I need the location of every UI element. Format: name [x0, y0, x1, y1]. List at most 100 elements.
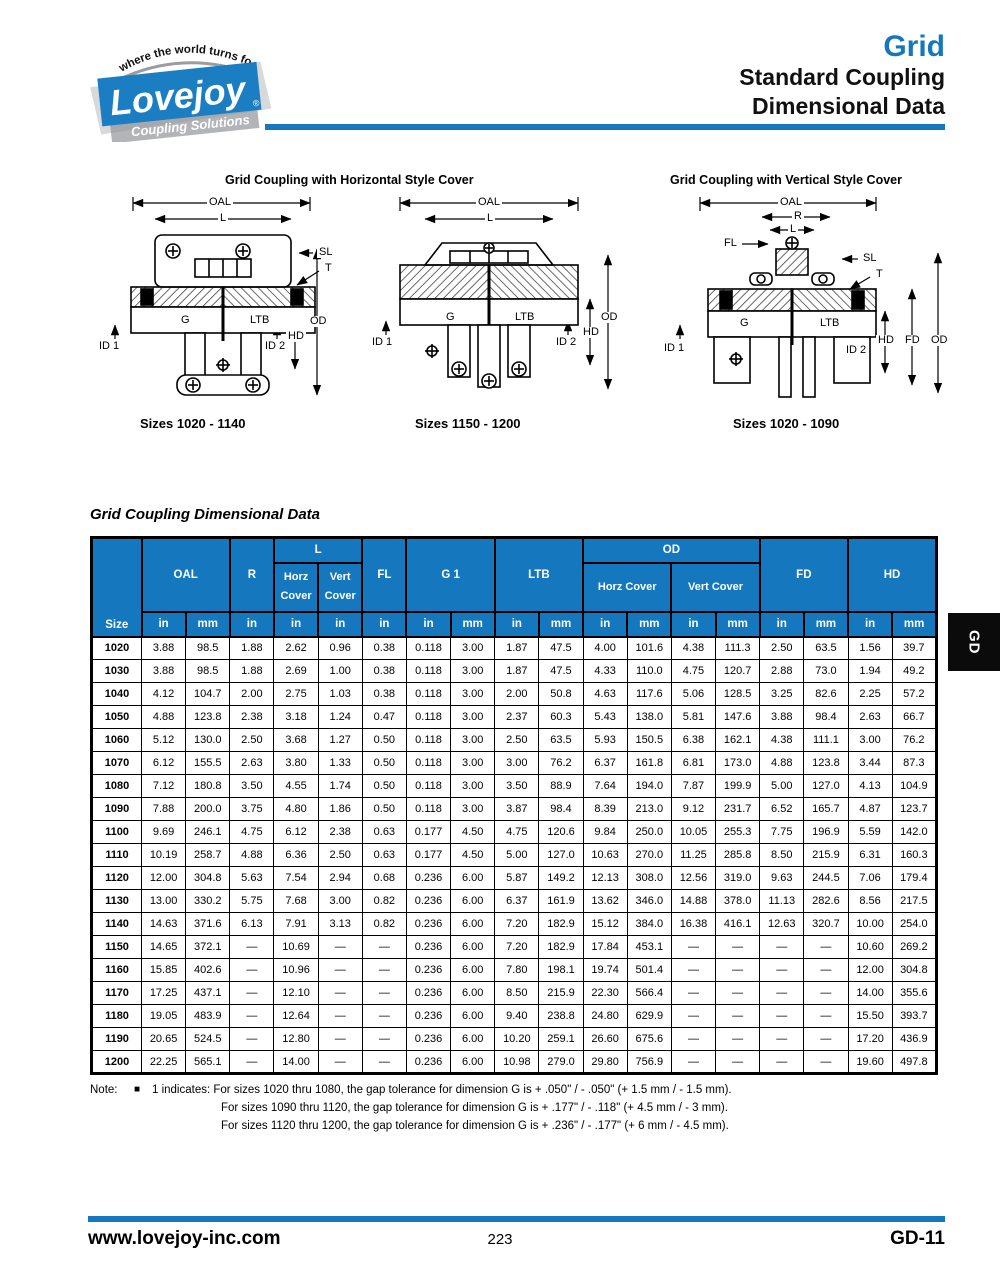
value-cell: 0.118 [405, 705, 452, 729]
value-cell: 3.68 [273, 728, 319, 752]
value-cell: — [317, 981, 363, 1005]
value-cell: 199.9 [715, 774, 761, 798]
size-cell: 1180 [91, 1004, 142, 1028]
value-cell: 250.0 [626, 820, 672, 844]
value-cell: 138.0 [626, 705, 672, 729]
value-cell: 98.5 [185, 636, 231, 660]
diagram-horizontal-cover: OAL L SL T G LTB ID 1 ID 2 HD OD [95, 193, 355, 411]
value-cell: 7.87 [670, 774, 717, 798]
value-cell: 6.52 [759, 797, 805, 821]
size-cell: 1060 [91, 728, 142, 752]
dim-label-fd: FD [903, 334, 922, 346]
value-cell: 5.00 [759, 774, 805, 798]
value-cell: 76.2 [891, 728, 938, 752]
value-cell: 4.38 [759, 728, 805, 752]
value-cell: 7.91 [273, 912, 319, 936]
value-cell: 304.8 [185, 866, 231, 890]
value-cell: 0.63 [361, 820, 407, 844]
column-header: mm [802, 610, 850, 638]
value-cell: — [803, 1050, 849, 1074]
value-cell: 346.0 [626, 889, 672, 913]
note-line-1: 1 indicates: For sizes 1020 thru 1080, t… [152, 1084, 732, 1096]
value-cell: 246.1 [185, 820, 231, 844]
value-cell: 6.00 [450, 981, 496, 1005]
value-cell: 14.00 [847, 981, 893, 1005]
value-cell: 6.36 [273, 843, 319, 867]
value-cell: 384.0 [626, 912, 672, 936]
dimensional-table-wrap: Size OAL R L FL G 1 LTB OD FD HD Horz Cover Vert Co… [90, 536, 938, 1075]
value-cell: 60.3 [538, 705, 584, 729]
size-cell: 1110 [91, 843, 142, 867]
diagram-vertical-cover: OAL R L FL SL T G LTB ID 1 ID 2 HD FD OD [650, 193, 950, 411]
page-subtitle: Dimensional Data [752, 93, 945, 120]
value-cell: 416.1 [715, 912, 761, 936]
value-cell: 160.3 [891, 843, 938, 867]
value-cell: 13.00 [140, 889, 187, 913]
value-cell: 4.75 [229, 820, 275, 844]
value-cell: 0.118 [405, 682, 452, 706]
value-cell: 3.00 [450, 774, 496, 798]
value-cell: 2.62 [273, 636, 319, 660]
value-cell: 98.4 [803, 705, 849, 729]
column-header: Horz Cover [582, 561, 673, 613]
value-cell: 1.24 [317, 705, 363, 729]
value-cell: 3.00 [450, 636, 496, 660]
dim-label-ltb: LTB [513, 311, 537, 323]
value-cell: 4.88 [229, 843, 275, 867]
value-cell: — [715, 958, 761, 982]
value-cell: 7.88 [140, 797, 187, 821]
value-cell: 150.5 [626, 728, 672, 752]
value-cell: 57.2 [891, 682, 938, 706]
value-cell: 0.236 [405, 981, 452, 1005]
value-cell: — [670, 935, 717, 959]
value-cell: 6.81 [670, 751, 717, 775]
value-cell: 111.3 [715, 636, 761, 660]
value-cell: 2.37 [494, 705, 540, 729]
value-cell: 12.10 [273, 981, 319, 1005]
table-row: 1050 4.88 123.8 2.38 3.18 1.24 0.47 0.118 3.00 2.… [91, 705, 938, 729]
value-cell: 6.00 [450, 1027, 496, 1051]
value-cell: 2.50 [229, 728, 275, 752]
size-cell: 1020 [91, 636, 142, 660]
value-cell: 88.9 [538, 774, 584, 798]
value-cell: — [759, 981, 805, 1005]
dim-label-g: G [444, 311, 457, 323]
value-cell: 0.63 [361, 843, 407, 867]
size-cell: 1100 [91, 820, 142, 844]
value-cell: 6.31 [847, 843, 893, 867]
column-header: in [846, 610, 894, 638]
value-cell: — [317, 958, 363, 982]
table-row: 1110 10.19 258.7 4.88 6.36 2.50 0.63 0.177 4.50 5… [91, 843, 938, 867]
column-header: in [361, 610, 408, 638]
value-cell: 1.86 [317, 797, 363, 821]
value-cell: 3.25 [759, 682, 805, 706]
dim-label-g: G [179, 314, 192, 326]
size-cell: 1140 [91, 912, 142, 936]
value-cell: 19.74 [582, 958, 628, 982]
value-cell: 0.236 [405, 1004, 452, 1028]
value-cell: 259.1 [538, 1027, 584, 1051]
value-cell: 2.50 [759, 636, 805, 660]
value-cell: 180.8 [185, 774, 231, 798]
size-cell: 1150 [91, 935, 142, 959]
value-cell: 117.6 [626, 682, 672, 706]
value-cell: 0.177 [405, 820, 452, 844]
value-cell: 11.25 [670, 843, 717, 867]
table-body: 1020 3.88 98.5 1.88 2.62 0.96 0.38 0.118 3.00 1.8… [91, 636, 938, 1074]
value-cell: 0.236 [405, 912, 452, 936]
value-cell: — [361, 1050, 407, 1074]
value-cell: 173.0 [715, 751, 761, 775]
value-cell: 7.80 [494, 958, 540, 982]
value-cell: — [229, 1004, 275, 1028]
dim-label-sl: SL [317, 246, 335, 258]
dim-label-id1: ID 1 [97, 340, 122, 352]
value-cell: 0.236 [405, 1027, 452, 1051]
value-cell: 104.7 [185, 682, 231, 706]
value-cell: 4.33 [582, 659, 628, 683]
value-cell: 39.7 [891, 636, 938, 660]
value-cell: 6.00 [450, 958, 496, 982]
value-cell: 179.4 [891, 866, 938, 890]
value-cell: 436.9 [891, 1027, 938, 1051]
value-cell: 1.56 [847, 636, 893, 660]
diagram-title-vertical: Grid Coupling with Vertical Style Cover [670, 173, 902, 187]
